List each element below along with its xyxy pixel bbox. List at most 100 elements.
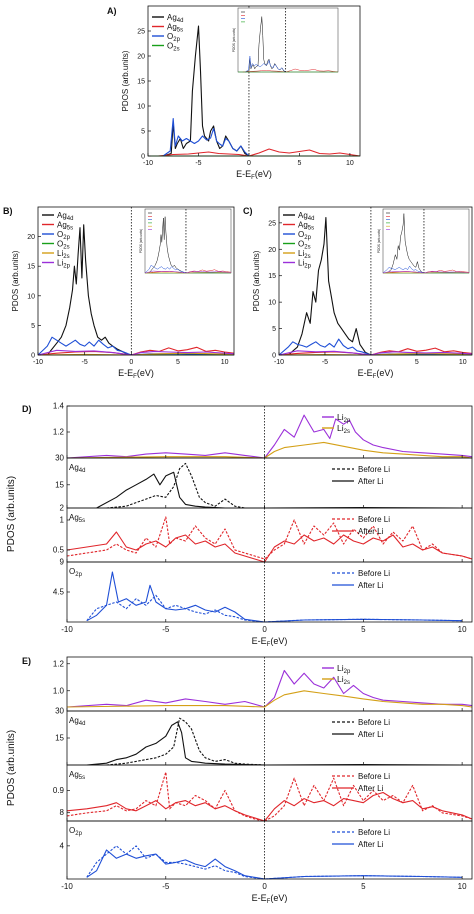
panel-letter: D) xyxy=(22,404,32,414)
legend-label-after: After Li xyxy=(358,527,384,536)
x-axis-label: E-EF(eV) xyxy=(358,368,394,380)
legend-label: Ag4d xyxy=(167,13,183,24)
y-axis-label: PDOS (arb.units) xyxy=(11,250,20,311)
subpanel: 2 15 30 Ag4d Before Li After Li xyxy=(55,454,473,513)
x-axis-label: E-EF(eV) xyxy=(236,169,272,181)
inset-series-line xyxy=(386,213,425,274)
x-tick-label: 5 xyxy=(361,882,366,891)
legend-label: Li2p xyxy=(57,259,71,270)
series-line-O2p xyxy=(278,338,463,356)
legend-label: Ag4d xyxy=(298,211,314,222)
y-tick-label: 1.2 xyxy=(53,659,65,668)
inset-series-line xyxy=(242,68,339,73)
series-line-Ag5s xyxy=(158,148,361,157)
x-tick-label: -10 xyxy=(143,160,153,167)
inset-series-line xyxy=(144,270,232,274)
legend-label: Li2p xyxy=(337,663,351,675)
legend-label: Li2s xyxy=(337,423,350,435)
y-tick-label: 8 xyxy=(60,808,65,817)
y-tick-label: 15 xyxy=(55,734,64,743)
legend-label-after: After Li xyxy=(358,581,384,590)
series-line-Ag4d xyxy=(162,25,250,157)
x-axis-label: E-EF(eV) xyxy=(118,368,154,380)
y-tick-label: 0.9 xyxy=(53,786,65,795)
x-tick-label: -10 xyxy=(274,359,284,366)
panel-B: -10 -5 0 5 10 0 5 10 15 20 E-EF(eV) PDOS (arb.units… xyxy=(3,206,235,380)
x-tick-label: -10 xyxy=(33,359,43,366)
subpanel: 0.9 Ag5s Before Li After Li xyxy=(53,764,473,822)
y-axis-label: PDOS (arb.units) xyxy=(6,730,17,806)
y-axis-label: PDOS (arb.units) xyxy=(252,250,261,311)
panel-letter: A) xyxy=(107,6,117,16)
inset-series-line xyxy=(144,271,232,274)
y-tick-label: 30 xyxy=(55,454,64,463)
y-tick-label: 1.2 xyxy=(53,428,65,437)
x-tick-label: 10 xyxy=(346,160,354,167)
panel-letter: B) xyxy=(3,206,13,216)
subpanel-label: O2p xyxy=(69,826,83,837)
series-line xyxy=(66,531,473,563)
inset-y-label: PDOS (arb.units) xyxy=(139,229,143,253)
y-tick-label: 15 xyxy=(268,273,276,280)
inset-frame xyxy=(382,208,470,274)
subpanel: 4 8 O2p Before Li After Li xyxy=(60,808,473,880)
y-axis-label: PDOS (arb.units) xyxy=(121,50,130,111)
inset-series-line xyxy=(144,265,227,274)
plot-frame xyxy=(66,820,473,880)
panel-A: -10 -5 0 5 10 0 5 10 15 20 25 E-EF(eV) PDOS (arb.uni… xyxy=(107,5,361,181)
panel-C: -10 -5 0 5 10 0 5 10 15 20 25 E-EF(eV) PDOS (arb.uni… xyxy=(243,206,473,380)
inset-y-label: PDOS (arb.units) xyxy=(377,229,381,253)
legend-label-after: After Li xyxy=(358,730,384,739)
y-tick-label: 10 xyxy=(27,293,35,300)
y-tick-label: 4.5 xyxy=(53,588,65,597)
y-tick-label: 20 xyxy=(27,234,35,241)
legend-label: O2s xyxy=(298,240,311,251)
legend-label: O2s xyxy=(57,240,70,251)
y-tick-label: 9 xyxy=(60,558,65,567)
subpanel: 4.5 9 O2p Before Li After Li xyxy=(53,558,473,623)
y-tick-label: 20 xyxy=(268,247,276,254)
y-tick-label: 15 xyxy=(27,264,35,271)
x-tick-label: -10 xyxy=(61,882,73,891)
legend-label: Ag5s xyxy=(167,23,183,34)
x-tick-label: 0 xyxy=(247,160,251,167)
legend-label: Li2s xyxy=(337,674,350,686)
series-line-O2p xyxy=(162,117,250,157)
series-line xyxy=(96,471,463,509)
y-tick-label: 1.0 xyxy=(53,686,65,695)
panel-letter: C) xyxy=(243,206,253,216)
y-tick-label: 25 xyxy=(268,220,276,227)
x-tick-label: -5 xyxy=(162,625,170,634)
legend-label: Ag4d xyxy=(57,211,73,222)
x-tick-label: 0 xyxy=(369,359,373,366)
legend-label: Li2s xyxy=(298,249,311,260)
legend-label: O2p xyxy=(57,230,71,241)
panel-letter: E) xyxy=(22,656,31,666)
series-line-Li2p xyxy=(278,350,473,356)
x-tick-label: -5 xyxy=(322,359,328,366)
legend-label-before: Before Li xyxy=(358,515,390,524)
y-tick-label: 4 xyxy=(60,841,65,850)
series-line xyxy=(86,594,463,623)
x-tick-label: 10 xyxy=(458,882,467,891)
subpanel-label: Ag5s xyxy=(69,770,85,781)
y-tick-label: 5 xyxy=(141,129,145,136)
series-line xyxy=(66,690,473,708)
legend-label: O2p xyxy=(298,230,312,241)
subpanel-label: Ag4d xyxy=(69,716,85,727)
legend-label: O2s xyxy=(167,42,180,53)
subpanel-label: Ag4d xyxy=(69,463,85,474)
y-tick-label: 10 xyxy=(137,104,145,111)
series-line xyxy=(66,791,473,822)
x-tick-label: 0 xyxy=(262,625,267,634)
series-line xyxy=(86,849,463,880)
x-tick-label: -5 xyxy=(82,359,88,366)
inset-series-line xyxy=(382,272,470,274)
x-tick-label: 5 xyxy=(415,359,419,366)
legend-label-before: Before Li xyxy=(358,465,390,474)
inset-y-label: PDOS (arb.units) xyxy=(232,28,236,52)
legend-label-before: Before Li xyxy=(358,828,390,837)
